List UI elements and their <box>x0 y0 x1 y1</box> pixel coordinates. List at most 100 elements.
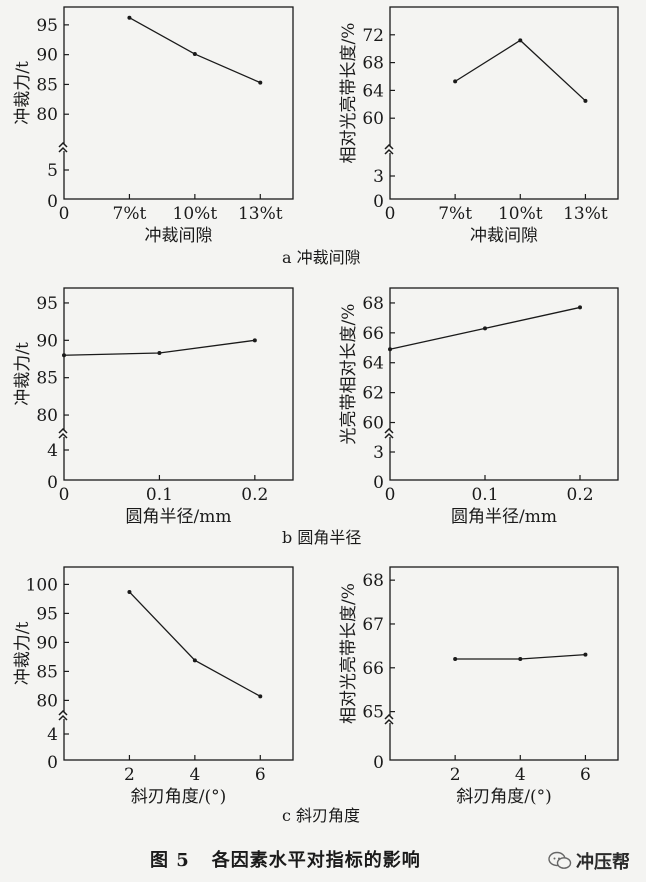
y-tick-label: 90 <box>36 46 58 66</box>
axis-break-gap <box>60 430 68 437</box>
y-tick-label: 95 <box>36 294 58 314</box>
y-tick-label: 66 <box>362 659 384 679</box>
y-origin-label: 0 <box>373 753 384 773</box>
x-origin-label: 0 <box>59 204 70 224</box>
y-tick-label: 3 <box>373 167 384 187</box>
data-point <box>583 652 588 657</box>
y-origin-label: 0 <box>47 753 58 773</box>
x-tick-label: 6 <box>255 765 266 785</box>
y-axis-label: 光亮带相对长度/% <box>339 304 359 445</box>
x-origin-label: 0 <box>385 204 396 224</box>
chart-a-force: 80 85 90 95 5 00 7%t 10%t 13%t 冲裁间隙 冲裁力/t <box>13 6 294 246</box>
y-tick-label: 90 <box>36 331 58 351</box>
x-axis-label: 斜刃角度/(°) <box>131 787 227 807</box>
x-tick-label: 6 <box>580 765 591 785</box>
data-point <box>388 347 392 352</box>
x-axis-label: 冲裁间隙 <box>470 226 538 246</box>
y-tick-label: 4 <box>47 725 58 745</box>
data-point <box>578 305 582 310</box>
data-point <box>453 657 458 662</box>
subcaption-a: a 冲裁间隙 <box>282 248 361 267</box>
chat-bubble-icon <box>548 851 572 869</box>
x-tick-label: 7%t <box>438 204 472 224</box>
axis-break-mark <box>58 709 68 721</box>
x-origin-label: 0 <box>385 485 396 505</box>
y-tick-label: 90 <box>36 633 58 653</box>
y-axis-label: 相对光亮带长度/% <box>339 23 359 164</box>
y-tick-label: 80 <box>36 406 58 426</box>
y-tick-label: 85 <box>36 662 58 682</box>
x-tick-label: 0.2 <box>241 485 268 505</box>
chart-c-length: 65 66 67 68 0 2 4 6 斜刃角度/(°) 相对光亮带长度/% <box>339 566 619 807</box>
plot-frame <box>389 287 619 481</box>
plot-frame <box>63 287 294 481</box>
plot-frame <box>63 566 294 761</box>
plot-frame <box>389 6 619 200</box>
x-tick-label: 0.1 <box>471 485 498 505</box>
data-point <box>127 589 132 594</box>
data-point <box>258 694 263 699</box>
y-origin-label: 0 <box>47 473 58 493</box>
watermark-text: 冲压帮 <box>576 852 630 873</box>
axis-break-gap <box>386 430 394 437</box>
y-tick-label: 5 <box>47 161 58 181</box>
data-point <box>518 657 523 662</box>
y-tick-label: 66 <box>362 324 384 344</box>
y-origin-label: 0 <box>373 473 384 493</box>
watermark: 冲压帮 <box>548 846 640 876</box>
axis-break-mark <box>384 143 394 155</box>
axis-break-mark <box>58 141 68 153</box>
series-line <box>454 39 586 102</box>
data-point <box>192 52 197 57</box>
y-tick-label: 100 <box>26 575 58 595</box>
data-point <box>518 38 523 43</box>
axis-break-gap <box>386 716 394 723</box>
axis-break-gap <box>60 144 68 151</box>
x-axis-label: 冲裁间隙 <box>145 226 213 246</box>
y-axis-label: 冲裁力/t <box>13 342 33 406</box>
y-tick-label: 64 <box>362 81 384 101</box>
data-point <box>62 353 66 358</box>
subcaption-c: c 斜刃角度 <box>282 806 361 825</box>
chart-b-force: 80 85 90 95 4 00 0.1 0.2 圆角半径/mm 冲裁力/t <box>13 287 294 527</box>
y-tick-label: 62 <box>362 384 384 404</box>
x-tick-label: 4 <box>515 765 526 785</box>
y-tick-label: 68 <box>362 294 384 314</box>
y-tick-label: 65 <box>362 703 384 723</box>
y-axis-label: 相对光亮带长度/% <box>339 583 359 724</box>
figure-title: 各因素水平对指标的影响 <box>211 850 421 871</box>
y-origin-label: 0 <box>373 192 384 212</box>
y-tick-label: 95 <box>36 16 58 36</box>
y-tick-label: 72 <box>362 26 384 46</box>
y-origin-label: 0 <box>47 192 58 212</box>
data-point <box>483 326 487 331</box>
x-origin-label: 0 <box>59 485 70 505</box>
axis-break-mark <box>58 427 68 439</box>
x-axis-label: 圆角半径/mm <box>451 507 557 527</box>
data-point <box>583 98 588 103</box>
axis-break-mark <box>384 427 394 439</box>
axis-break-gap <box>386 146 394 153</box>
y-tick-label: 85 <box>36 369 58 389</box>
y-tick-label: 95 <box>36 604 58 624</box>
y-tick-label: 67 <box>362 615 384 635</box>
y-tick-label: 64 <box>362 354 384 374</box>
y-tick-label: 60 <box>362 109 384 129</box>
data-point <box>127 15 132 20</box>
x-axis-label: 圆角半径/mm <box>126 507 232 527</box>
y-tick-label: 80 <box>36 691 58 711</box>
x-tick-label: 10%t <box>173 204 218 224</box>
x-tick-label: 13%t <box>238 204 283 224</box>
chart-b-length: 60 62 64 66 68 3 00 0.1 0.2 圆角半径/mm 光亮带相对长度/% <box>339 287 619 527</box>
y-tick-label: 4 <box>47 441 58 461</box>
chart-c-force: 80 85 90 95 100 4 0 2 4 6 斜刃角度/(°) 冲裁力/t <box>13 566 294 807</box>
y-tick-label: 68 <box>362 571 384 591</box>
plot-frame <box>63 6 294 200</box>
x-tick-label: 0.2 <box>566 485 593 505</box>
y-tick-label: 80 <box>36 105 58 125</box>
data-point <box>252 338 257 343</box>
y-tick-label: 85 <box>36 75 58 95</box>
x-tick-label: 4 <box>189 765 200 785</box>
x-tick-label: 0.1 <box>146 485 173 505</box>
